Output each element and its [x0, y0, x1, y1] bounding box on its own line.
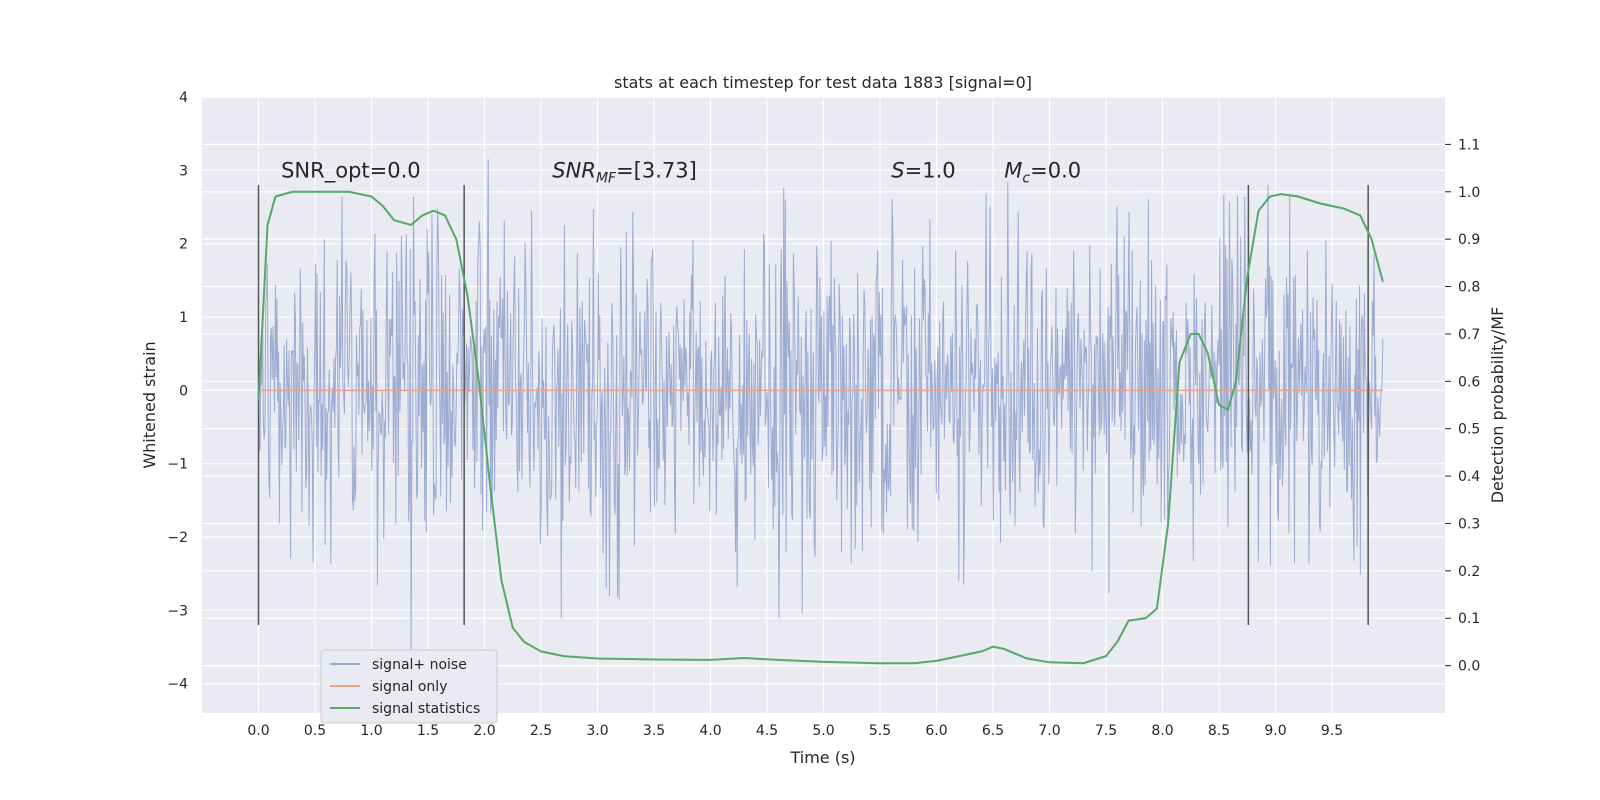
x-tick-label: 8.0: [1151, 723, 1173, 739]
x-tick-label: 4.5: [756, 723, 778, 739]
y-tick-label: 1: [179, 310, 188, 326]
x-tick-label: 8.5: [1208, 723, 1230, 739]
x-tick-label: 7.0: [1038, 723, 1060, 739]
y2-tick-label: 1.1: [1458, 137, 1480, 153]
annotations: SNR_opt=0.0 SNRMF=[3.73] S=1.0 Mc=0.0: [281, 159, 1081, 187]
y2-tick-label: 0.3: [1458, 516, 1480, 532]
x-tick-label: 6.5: [982, 723, 1004, 739]
annotation-text: SNRMF=[3.73]: [552, 159, 697, 187]
x-tick-label: 6.0: [925, 723, 947, 739]
y2-tick-label: 0.4: [1458, 469, 1480, 485]
y-tick-label: −4: [167, 677, 188, 693]
legend-box: [320, 649, 498, 724]
y-tick-label: 4: [179, 90, 188, 106]
y-tick-label: −3: [167, 603, 188, 619]
x-tick-label: 0.5: [304, 723, 326, 739]
legend-label-signal-noise: signal+ noise: [372, 657, 467, 673]
signal-statistics-series: [257, 190, 1384, 665]
y-tick-label: 3: [179, 163, 188, 179]
x-tick-label: 2.0: [473, 723, 495, 739]
x-tick-label: 3.5: [643, 723, 665, 739]
y-tick-label: −2: [167, 530, 188, 546]
y2-tick-label: 0.6: [1458, 374, 1480, 390]
y2-tick-label: 0.5: [1458, 422, 1480, 438]
y2-tick-label: 0.8: [1458, 280, 1480, 296]
annotation-text: Mc=0.0: [1004, 159, 1081, 187]
x-axis-label: Time (s): [789, 748, 855, 767]
x-tick-label: 4.0: [699, 723, 721, 739]
chart-title: stats at each timestep for test data 188…: [614, 73, 1032, 92]
x-tick-label: 3.0: [586, 723, 608, 739]
y2-tick-label: 0.0: [1458, 659, 1480, 675]
tick-labels: 0.0 0.5 1.0 1.5 2.0 2.5 3.0 3.5 4.0 4.5 5.0 5.5 6.0 6…: [167, 90, 1480, 739]
x-tick-label: 9.5: [1321, 723, 1343, 739]
x-tick-label: 7.5: [1095, 723, 1117, 739]
y2-tick-label: 0.2: [1458, 564, 1480, 580]
y2-tick-label: 0.1: [1458, 611, 1480, 627]
annotation-text: SNR_opt=0.0: [281, 159, 421, 184]
y2-tick-label: 0.7: [1458, 327, 1480, 343]
y-axis-label: Whitened strain: [140, 341, 159, 468]
annotation-text: S=1.0: [891, 159, 955, 183]
y2-axis-label: Detection probability/MF: [1488, 307, 1507, 504]
x-tick-label: 5.0: [812, 723, 834, 739]
plot-content: [257, 159, 1384, 665]
x-tick-label: 9.0: [1264, 723, 1286, 739]
y-tick-label: −1: [167, 457, 188, 473]
legend-label-signal-statistics: signal statistics: [372, 701, 480, 717]
x-tick-label: 5.5: [869, 723, 891, 739]
x-tick-label: 1.5: [417, 723, 439, 739]
signal-statistics-line: [257, 190, 1384, 665]
y-tick-label: 2: [179, 237, 188, 253]
legend: signal+ noise signal only signal statist…: [320, 649, 498, 724]
y2-tick-label: 0.9: [1458, 232, 1480, 248]
x-tick-label: 0.0: [247, 723, 269, 739]
x-tick-label: 1.0: [360, 723, 382, 739]
legend-label-signal-only: signal only: [372, 679, 447, 695]
x-tick-label: 2.5: [530, 723, 552, 739]
y-tick-label: 0: [179, 383, 188, 399]
y2-tick-label: 1.0: [1458, 185, 1480, 201]
vertical-markers: [257, 185, 1369, 625]
